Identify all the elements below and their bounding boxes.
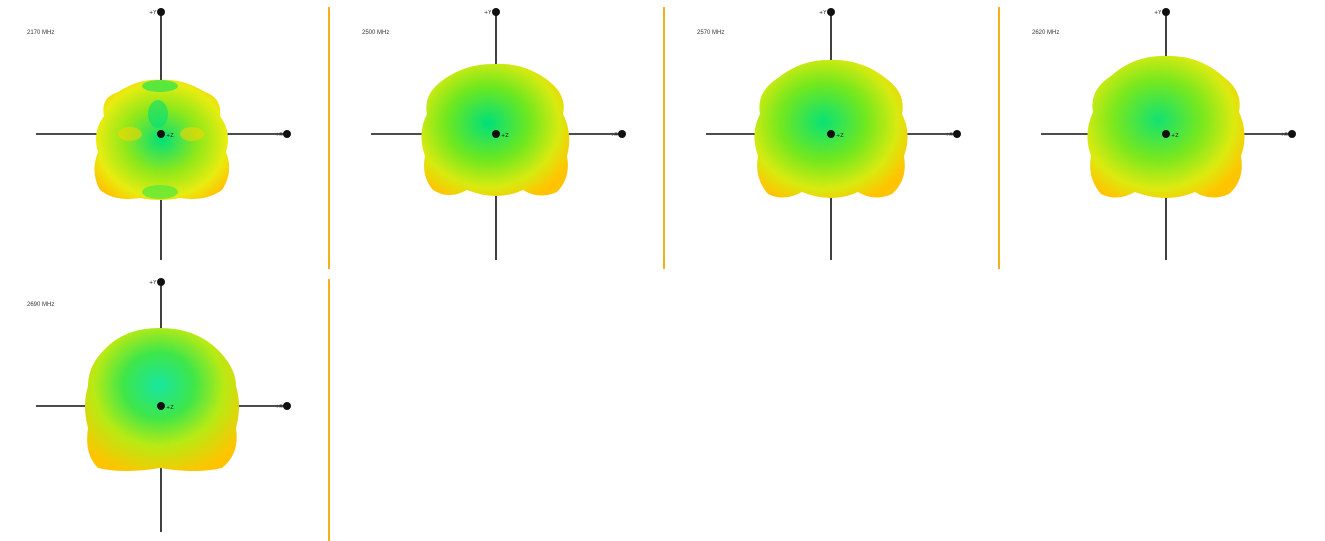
plus-y-label: +Y — [819, 10, 827, 16]
plus-z-label: +Z — [501, 133, 509, 139]
radiation-pattern-plot: +Y +X +Z — [371, 8, 626, 260]
panel-separator — [328, 7, 330, 269]
plus-y-label: +Y — [149, 10, 157, 16]
plus-x-label: +X — [610, 132, 618, 138]
panel-separator — [663, 7, 665, 269]
plus-z-label: +Z — [836, 133, 844, 139]
plus-x-label: +X — [275, 132, 283, 138]
pattern-surface — [94, 79, 230, 200]
pattern-panel-4: 2620 MHz +Y +X +Z — [1005, 6, 1325, 268]
x-axis-end-marker — [283, 130, 291, 138]
plus-z-label: +Z — [166, 133, 174, 139]
radiation-pattern-plot: +Y +X +Z — [36, 278, 291, 532]
frequency-label: 2690 MHz — [27, 302, 55, 308]
radiation-pattern-plot: +Y +X +Z — [1041, 8, 1296, 260]
pattern-surface — [85, 328, 239, 471]
plus-y-label: +Y — [484, 10, 492, 16]
panel-separator — [998, 7, 1000, 269]
pattern-panel-5: 2690 MHz +Y +X +Z — [0, 278, 320, 540]
radiation-pattern-plot: +Y +X +Z — [706, 8, 961, 260]
pattern-surface — [1087, 55, 1245, 198]
plus-y-label: +Y — [149, 280, 157, 286]
pattern-surface — [421, 63, 570, 197]
panel-separator — [328, 279, 330, 541]
pattern-panel-3: 2570 MHz +Y +X +Z — [670, 6, 990, 268]
plus-x-label: +X — [1280, 132, 1288, 138]
frequency-label: 2620 MHz — [1032, 30, 1060, 36]
plus-x-label: +X — [945, 132, 953, 138]
pattern-panel-2: 2500 MHz +Y +X +Z — [335, 6, 655, 268]
plus-z-label: +Z — [1171, 133, 1179, 139]
plus-y-label: +Y — [1154, 10, 1162, 16]
radiation-pattern-plot: +Y +X +Z — [36, 8, 291, 260]
z-axis-marker — [157, 130, 165, 138]
frequency-label: 2570 MHz — [697, 30, 725, 36]
pattern-panel-1: 2170 MHz +Y +X +Z — [0, 6, 320, 268]
pattern-surface — [754, 59, 908, 199]
plus-z-label: +Z — [166, 405, 174, 411]
plus-x-label: +X — [275, 404, 283, 410]
frequency-label: 2170 MHz — [27, 30, 55, 36]
y-axis-end-marker — [157, 8, 165, 16]
frequency-label: 2500 MHz — [362, 30, 390, 36]
